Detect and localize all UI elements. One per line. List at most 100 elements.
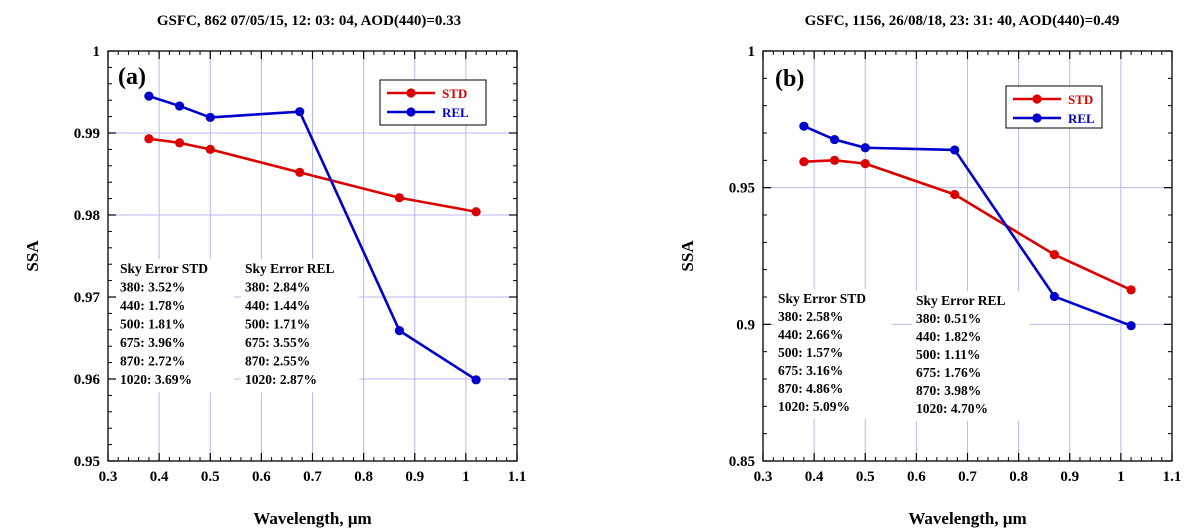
chart1-legend-box	[379, 79, 487, 126]
chart2-annotation-text: 870: 4.86%	[778, 381, 843, 396]
chart1-data-point-std	[174, 138, 185, 148]
chart2-annotation-text: 500: 1.57%	[778, 345, 843, 360]
chart1-legend-label-std: STD	[442, 86, 467, 101]
chart1-data-point-std	[471, 207, 481, 217]
chart1-series-line-rel	[148, 94, 477, 381]
chart2-legend-marker-std	[1032, 94, 1042, 104]
chart2-y-tick-label: 0.85	[729, 454, 755, 470]
chart2-legend-marker-rel	[1032, 113, 1042, 123]
chart1-y-tick-label: 0.95	[74, 454, 100, 470]
chart2-annotation-text: Sky Error STD	[778, 291, 866, 306]
chart2-data-point-rel	[950, 145, 960, 155]
chart1-x-tick-label: 0.8	[354, 469, 373, 485]
chart2-annotation-text: 380: 2.58%	[778, 309, 843, 324]
chart1-legend-marker-rel	[406, 107, 416, 117]
chart1-annotation-background	[116, 259, 234, 393]
chart1-legend-marker-std	[406, 88, 416, 98]
chart1-data-point-std	[144, 134, 154, 144]
chart2-annotation-text: 1020: 5.09%	[778, 399, 850, 414]
chart1-data-point-rel	[174, 101, 185, 111]
chart2-data-point-std	[860, 159, 870, 169]
chart2-plot-frame	[762, 50, 1173, 462]
chart2-y-tick-label: 0.9	[736, 317, 755, 333]
chart1-x-tick-label: 0.4	[150, 469, 169, 485]
chart2-data-point-rel	[860, 143, 870, 153]
chart2-title: GSFC, 1156, 26/08/18, 23: 31: 40, AOD(44…	[805, 13, 1120, 29]
chart1-data-point-rel	[144, 91, 154, 101]
chart2-annotation-text: 675: 1.76%	[916, 365, 981, 380]
chart2-annotation-background	[774, 289, 892, 419]
chart1-annotation-background	[241, 259, 359, 393]
chart2-legend-box	[1005, 85, 1103, 129]
chart1-x-axis-label: Wavelength, μm	[253, 509, 371, 528]
chart1-x-tick-label: 1.1	[508, 469, 527, 485]
chart1-y-tick-label: 0.98	[74, 208, 100, 224]
chart2-x-tick-label: 1.1	[1163, 469, 1182, 485]
chart2-y-tick-label: 0.95	[729, 181, 755, 197]
chart1-annotation-text: 380: 2.84%	[245, 280, 310, 295]
chart1-panel-label: (a)	[118, 64, 146, 90]
chart1-data-point-std	[205, 144, 215, 154]
chart1-x-tick-label: 0.3	[99, 469, 118, 485]
chart1-y-tick-label: 0.96	[74, 372, 101, 388]
chart2-legend-label-rel: REL	[1068, 111, 1095, 126]
chart2-annotation-text: 500: 1.11%	[916, 347, 981, 362]
chart2-x-tick-label: 0.5	[856, 469, 875, 485]
chart1-annotation-text: 440: 1.44%	[245, 298, 310, 313]
chart1-data-point-rel	[471, 375, 481, 385]
chart1-plot-frame	[107, 50, 518, 462]
chart1-annotation-text: 440: 1.78%	[120, 298, 185, 313]
chart2-annotation-text: 440: 2.66%	[778, 327, 843, 342]
chart1-x-tick-label: 0.9	[405, 469, 424, 485]
chart2-annotation-text: 675: 3.16%	[778, 363, 843, 378]
chart1-data-point-rel	[295, 107, 305, 117]
chart2-annotation-text: 1020: 4.70%	[916, 401, 988, 416]
chart2-annotation-background	[912, 291, 1030, 421]
chart1-annotation-text: Sky Error STD	[120, 261, 208, 276]
chart2-panel-label: (b)	[775, 66, 804, 92]
chart2-annotation-text: 870: 3.98%	[916, 383, 981, 398]
chart1-series-line-std	[148, 137, 477, 213]
chart2-data-point-std	[829, 155, 840, 165]
chart1-y-tick-label: 0.99	[74, 126, 100, 142]
chart1-y-tick-label: 0.97	[74, 290, 101, 306]
chart2-annotation-text: 440: 1.82%	[916, 329, 981, 344]
chart2-x-axis-label: Wavelength, μm	[908, 509, 1026, 528]
chart2-y-tick-label: 1	[748, 44, 756, 60]
chart1-annotation-text: 1020: 3.69%	[120, 372, 192, 387]
chart2-data-point-rel	[1126, 321, 1136, 331]
chart2-x-tick-label: 0.3	[754, 469, 773, 485]
chart1-data-point-rel	[394, 326, 405, 336]
chart2-data-point-std	[1049, 250, 1060, 260]
chart1-x-tick-label: 0.7	[303, 469, 322, 485]
chart2-data-point-rel	[1049, 291, 1060, 302]
chart2-x-tick-label: 0.9	[1060, 469, 1079, 485]
chart2-annotation-text: Sky Error REL	[916, 293, 1006, 308]
chart1-data-point-std	[295, 167, 305, 177]
chart2-x-tick-label: 0.6	[907, 469, 926, 485]
chart2-x-tick-label: 1	[1117, 469, 1125, 485]
chart2-annotation-text: 380: 0.51%	[916, 311, 981, 326]
chart1-data-point-std	[394, 193, 405, 203]
chart2-x-tick-label: 0.7	[958, 469, 977, 485]
chart1-y-axis-label: SSA	[23, 240, 42, 272]
chart2-data-point-std	[1126, 285, 1136, 295]
chart2-series-line-std	[803, 159, 1132, 292]
chart1-annotation-text: 380: 3.52%	[120, 280, 185, 295]
chart2-legend-label-std: STD	[1068, 92, 1093, 107]
chart1-annotation-text: 1020: 2.87%	[245, 372, 317, 387]
chart2-x-tick-label: 0.8	[1009, 469, 1028, 485]
chart2-data-point-rel	[799, 121, 809, 131]
chart1-annotation-text: 500: 1.71%	[245, 317, 310, 332]
chart1-y-tick-label: 1	[93, 44, 101, 60]
chart1-x-tick-label: 0.5	[201, 469, 220, 485]
chart1-x-tick-label: 0.6	[252, 469, 271, 485]
chart1-annotation-text: 675: 3.55%	[245, 335, 310, 350]
chart1-annotation-text: 675: 3.96%	[120, 335, 185, 350]
chart2-series-line-rel	[803, 124, 1132, 327]
chart2-data-point-std	[799, 157, 809, 167]
chart1-x-tick-label: 1	[462, 469, 470, 485]
chart2-data-point-rel	[829, 134, 840, 145]
chart2-y-axis-label: SSA	[678, 240, 697, 272]
